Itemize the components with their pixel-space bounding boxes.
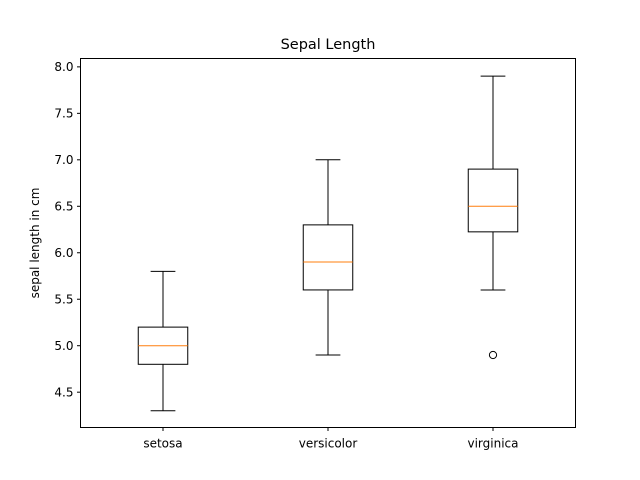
iqr-box — [467, 168, 519, 233]
outlier-point — [488, 350, 498, 360]
y-axis-label: sepal length in cm — [28, 188, 42, 299]
y-tick-label: 5.0 — [54, 339, 73, 353]
y-tick-label: 7.5 — [54, 107, 73, 121]
y-tick-label: 5.5 — [54, 293, 73, 307]
y-tick-label: 6.0 — [54, 246, 73, 260]
axes-frame — [80, 58, 576, 428]
y-tick-label: 4.5 — [54, 385, 73, 399]
x-tick-label: virginica — [468, 437, 519, 451]
y-tick-label: 7.0 — [54, 153, 73, 167]
plot-area: 4.5 5.0 5.5 6.0 6.5 7.0 7.5 8.0 setosa versicolor… — [54, 60, 518, 450]
x-tick-label: versicolor — [299, 437, 358, 451]
y-tick-label: 6.5 — [54, 200, 73, 214]
x-tick-label: setosa — [143, 437, 182, 451]
chart-title: Sepal Length — [281, 37, 376, 53]
y-tick-label: 8.0 — [54, 60, 73, 74]
iqr-box — [302, 224, 354, 291]
